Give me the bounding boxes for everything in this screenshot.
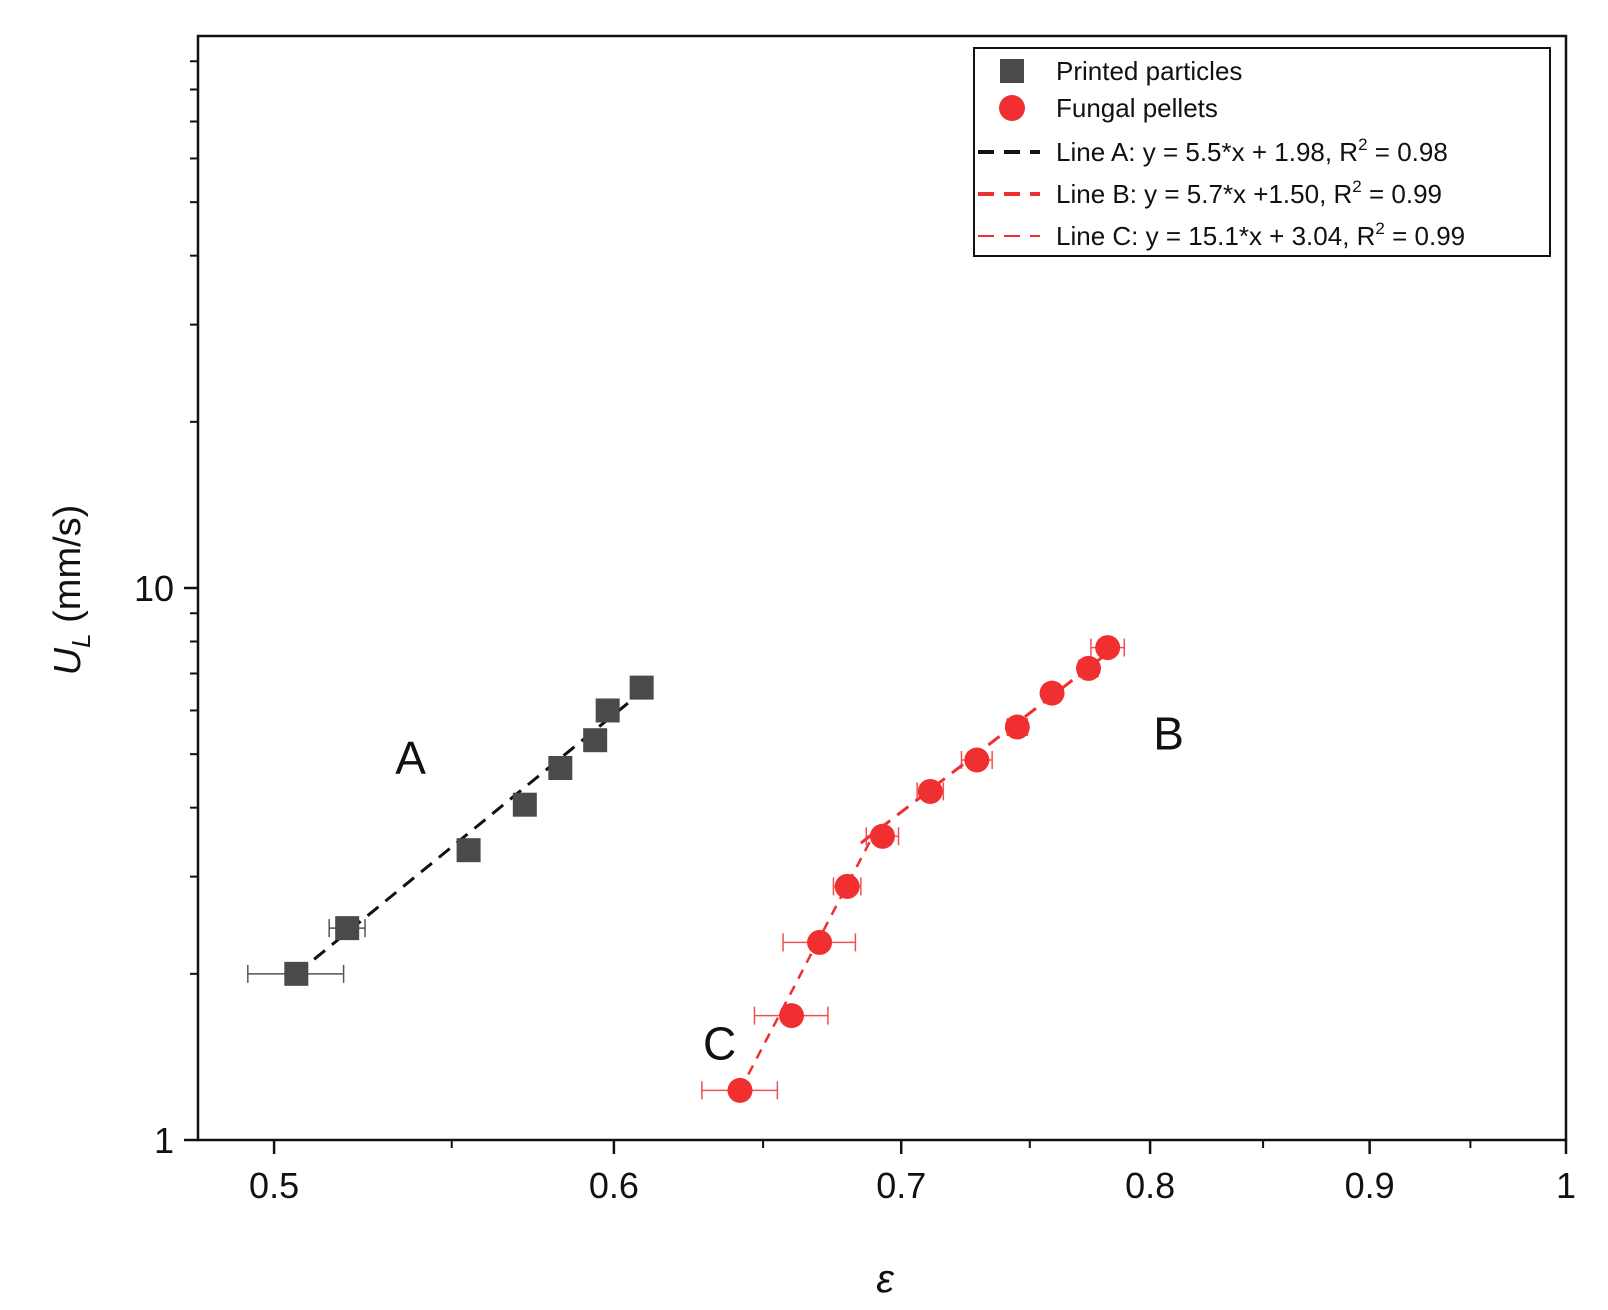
data-point-printed-particle (456, 838, 481, 863)
data-point-printed-particle (629, 675, 654, 700)
annotation-label-c: C (703, 1017, 736, 1069)
data-point-fungal-pellet (964, 747, 990, 773)
data-point-fungal-pellet (1095, 635, 1121, 661)
legend: Printed particles Fungal pellets Line A:… (973, 47, 1551, 257)
x-tick-label: 1 (1556, 1165, 1576, 1206)
legend-marker-fungal (999, 95, 1025, 121)
data-point-printed-particle (548, 755, 573, 780)
legend-marker-printed (1000, 59, 1024, 83)
data-point-fungal-pellet (1039, 680, 1065, 706)
x-tick-label: 0.7 (876, 1165, 926, 1206)
data-point-printed-particle (595, 698, 620, 723)
legend-label-line-b: Line B: y = 5.7*x +1.50, R2 = 0.99 (1056, 177, 1442, 209)
data-point-fungal-pellet (727, 1077, 753, 1103)
x-tick-label: 0.5 (249, 1165, 299, 1206)
fit-line-b (859, 646, 1116, 845)
y-tick-label: 1 (154, 1120, 174, 1161)
data-point-printed-particle (512, 792, 537, 817)
y-tick-label: 10 (134, 568, 174, 609)
data-point-printed-particle (583, 728, 608, 753)
data-point-fungal-pellet (807, 929, 833, 955)
x-tick-label: 0.6 (589, 1165, 639, 1206)
data-point-fungal-pellet (834, 873, 860, 899)
x-axis-label: ε (876, 1257, 895, 1301)
fit-line-c (738, 832, 876, 1091)
data-point-fungal-pellet (869, 823, 895, 849)
data-point-fungal-pellet (917, 778, 943, 804)
legend-box (973, 47, 1551, 257)
y-axis-label: UL (mm/s) (47, 505, 96, 676)
annotation-label-a: A (395, 732, 426, 784)
x-tick-label: 0.8 (1125, 1165, 1175, 1206)
legend-label-printed: Printed particles (1056, 56, 1242, 86)
data-point-printed-particle (335, 916, 360, 941)
data-point-fungal-pellet (1004, 714, 1030, 740)
annotation-label-b: B (1153, 707, 1184, 759)
data-point-fungal-pellet (779, 1003, 805, 1029)
x-tick-label: 0.9 (1345, 1165, 1395, 1206)
legend-label-line-a: Line A: y = 5.5*x + 1.98, R2 = 0.98 (1056, 135, 1448, 167)
legend-label-line-c: Line C: y = 15.1*x + 3.04, R2 = 0.99 (1056, 219, 1465, 251)
data-point-printed-particle (284, 961, 309, 986)
data-point-fungal-pellet (1076, 655, 1102, 681)
legend-label-fungal: Fungal pellets (1056, 93, 1218, 123)
